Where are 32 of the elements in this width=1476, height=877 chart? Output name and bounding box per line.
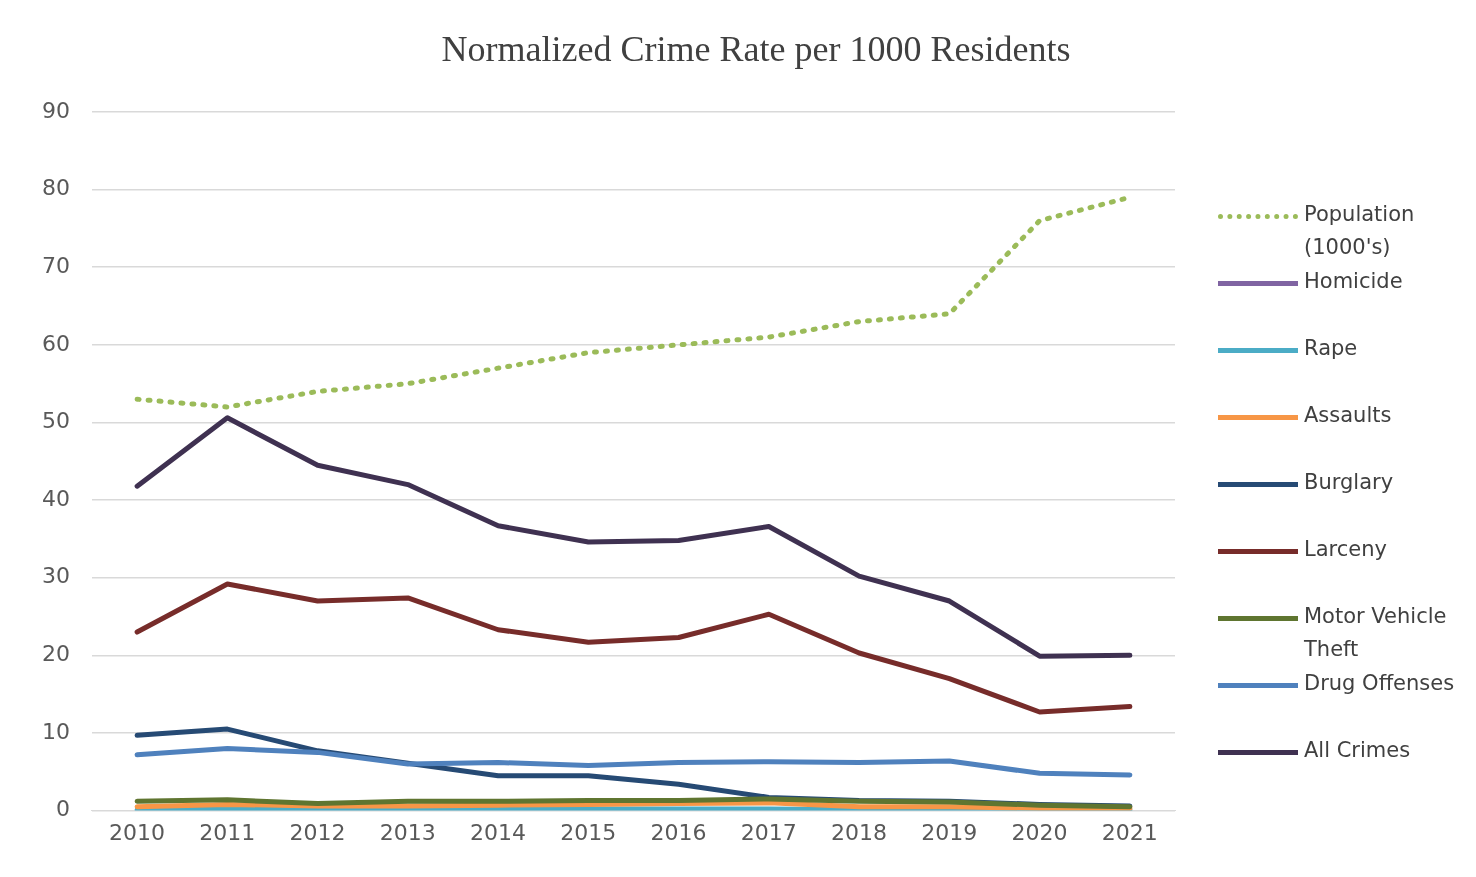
x-tick-label: 2019 xyxy=(921,819,978,845)
y-tick-label: 20 xyxy=(41,641,70,667)
x-tick-label: 2015 xyxy=(560,819,617,845)
legend-label: Population (1000's) xyxy=(1304,201,1416,261)
y-tick-label: 10 xyxy=(41,718,70,744)
x-tick-label: 2010 xyxy=(109,819,166,845)
legend-label: Assaults xyxy=(1304,402,1392,429)
y-tick-label: 0 xyxy=(55,796,70,822)
y-tick-label: 60 xyxy=(41,330,70,356)
y-tick-label: 80 xyxy=(41,175,70,201)
legend-label: Drug Offenses xyxy=(1304,670,1455,697)
legend-label: Motor Vehicle Theft xyxy=(1304,603,1448,663)
x-tick-label: 2013 xyxy=(379,819,436,845)
y-tick-label: 40 xyxy=(41,485,70,511)
legend-label: Rape xyxy=(1304,335,1358,362)
x-tick-label: 2011 xyxy=(199,819,256,845)
chart-title: Normalized Crime Rate per 1000 Residents xyxy=(440,28,1072,70)
x-tick-label: 2021 xyxy=(1101,819,1158,845)
x-tick-label: 2018 xyxy=(831,819,888,845)
legend-label: Homicide xyxy=(1304,268,1403,295)
x-tick-label: 2017 xyxy=(740,819,797,845)
y-tick-label: 30 xyxy=(41,563,70,589)
y-tick-label: 70 xyxy=(41,252,70,278)
x-tick-label: 2016 xyxy=(650,819,707,845)
y-tick-label: 90 xyxy=(41,97,70,123)
legend-label: All Crimes xyxy=(1304,737,1411,764)
x-tick-label: 2014 xyxy=(470,819,527,845)
x-tick-label: 2020 xyxy=(1011,819,1068,845)
x-tick-label: 2012 xyxy=(289,819,346,845)
legend-label: Burglary xyxy=(1304,469,1394,496)
y-tick-label: 50 xyxy=(41,408,70,434)
legend-label: Larceny xyxy=(1304,536,1387,563)
